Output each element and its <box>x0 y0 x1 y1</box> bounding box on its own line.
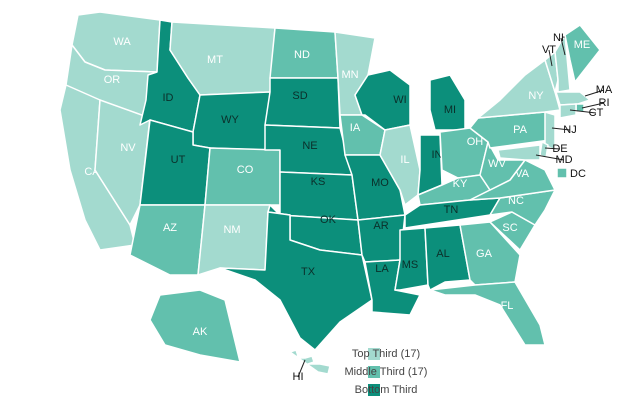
state <box>219 211 373 351</box>
state-label: NM <box>223 224 240 236</box>
state <box>564 24 601 83</box>
leader-line <box>548 49 553 67</box>
state-label: WV <box>488 158 506 170</box>
state-label: SD <box>292 90 307 102</box>
leader-line <box>544 147 561 150</box>
state-label: WA <box>113 36 131 48</box>
legend-label: Middle Third (17) <box>345 366 428 378</box>
legend-label: Top Third (17) <box>352 348 420 360</box>
state-label: ID <box>163 92 174 104</box>
leader-line <box>584 89 605 97</box>
state-label: GA <box>476 248 493 260</box>
legend-swatch <box>368 348 380 360</box>
state-label: MA <box>596 84 613 96</box>
state-label: SC <box>502 222 517 234</box>
state-label: MT <box>207 54 223 66</box>
legend-swatch <box>368 366 380 378</box>
leader-line <box>551 127 571 131</box>
state-label: AL <box>436 248 449 260</box>
state-label: IL <box>400 154 409 166</box>
state-label: KY <box>453 178 468 190</box>
state <box>544 111 556 151</box>
state <box>129 204 206 276</box>
state-label: TX <box>301 266 316 278</box>
leader-line <box>297 359 306 378</box>
state <box>555 91 591 106</box>
state-label: AR <box>373 220 388 232</box>
state-label: MD <box>555 154 572 166</box>
state-label: WY <box>221 114 239 126</box>
state-label: LA <box>375 263 389 275</box>
state-label: UT <box>171 154 186 166</box>
state-label: TN <box>444 204 459 216</box>
state-label: CO <box>237 164 254 176</box>
legend-label: Bottom Third <box>355 384 418 396</box>
state <box>559 103 577 119</box>
state <box>497 144 541 161</box>
state-label: ND <box>294 49 310 61</box>
state-label: NJ <box>563 124 576 136</box>
state-label: DC <box>570 168 586 180</box>
state-label: RI <box>599 97 610 109</box>
state-label: AZ <box>163 222 177 234</box>
state <box>554 34 571 93</box>
leader-line <box>560 37 566 56</box>
state <box>556 167 568 179</box>
state-label: AK <box>193 326 208 338</box>
state-label: ME <box>574 39 591 51</box>
state-label: IA <box>350 122 361 134</box>
state-label: NC <box>508 195 524 207</box>
state-label: OH <box>467 136 484 148</box>
state-label: VT <box>542 44 556 56</box>
state-label: HI <box>293 371 304 383</box>
state-label: WI <box>393 94 406 106</box>
state <box>429 281 546 346</box>
state-label: MN <box>341 69 358 81</box>
state <box>264 77 341 129</box>
state-label: MI <box>444 104 456 116</box>
state-label: PA <box>513 124 528 136</box>
state-label: FL <box>501 300 514 312</box>
state-label: OK <box>320 214 337 226</box>
state <box>197 204 271 276</box>
leader-line <box>581 102 605 109</box>
state-label: OR <box>104 74 121 86</box>
state <box>379 124 421 206</box>
state-label: CT <box>589 107 604 119</box>
state-label: KS <box>311 176 326 188</box>
state-label: DE <box>552 143 567 155</box>
state-label: VA <box>515 168 530 180</box>
state <box>429 74 466 131</box>
state <box>289 349 331 375</box>
state-label: NE <box>302 140 317 152</box>
state-label: NV <box>120 142 136 154</box>
state-label: NY <box>528 90 544 102</box>
state-label: MS <box>402 259 419 271</box>
state <box>149 289 241 363</box>
legend-swatch <box>368 384 380 396</box>
state <box>204 147 281 206</box>
leader-line <box>535 154 565 161</box>
leader-line <box>569 109 597 114</box>
state-label: MO <box>371 177 389 189</box>
state-label: IN <box>432 149 443 161</box>
